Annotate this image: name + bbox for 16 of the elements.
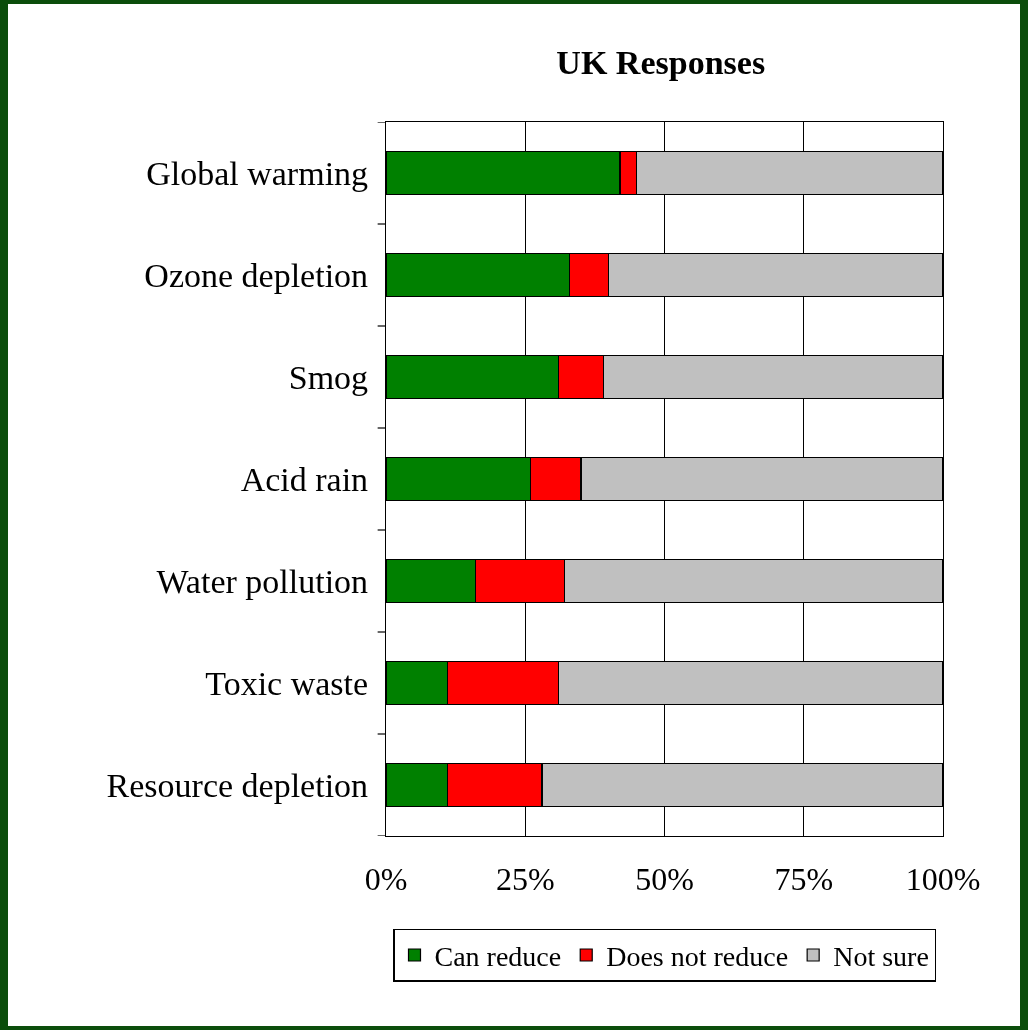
y-tick-label: Ozone depletion [144, 256, 369, 294]
chart-title: UK Responses [556, 43, 766, 81]
legend-label: Does not reduce [606, 940, 789, 972]
y-tick-label: Resource depletion [106, 766, 369, 804]
y-tick-label: Global warming [146, 154, 369, 192]
x-tick-label: 0% [364, 860, 408, 897]
x-tick-label: 100% [905, 860, 981, 897]
y-tick-label: Smog [288, 358, 369, 396]
x-tick-label: 75% [774, 860, 834, 897]
y-tick-label: Water pollution [156, 562, 369, 600]
y-tick-label: Toxic waste [205, 664, 369, 702]
x-tick-label: 50% [635, 860, 694, 897]
legend-label: Not sure [833, 940, 929, 972]
x-tick-label: 25% [495, 860, 555, 897]
legend-label: Can reduce [434, 940, 562, 972]
y-tick-label: Acid rain [240, 460, 369, 498]
